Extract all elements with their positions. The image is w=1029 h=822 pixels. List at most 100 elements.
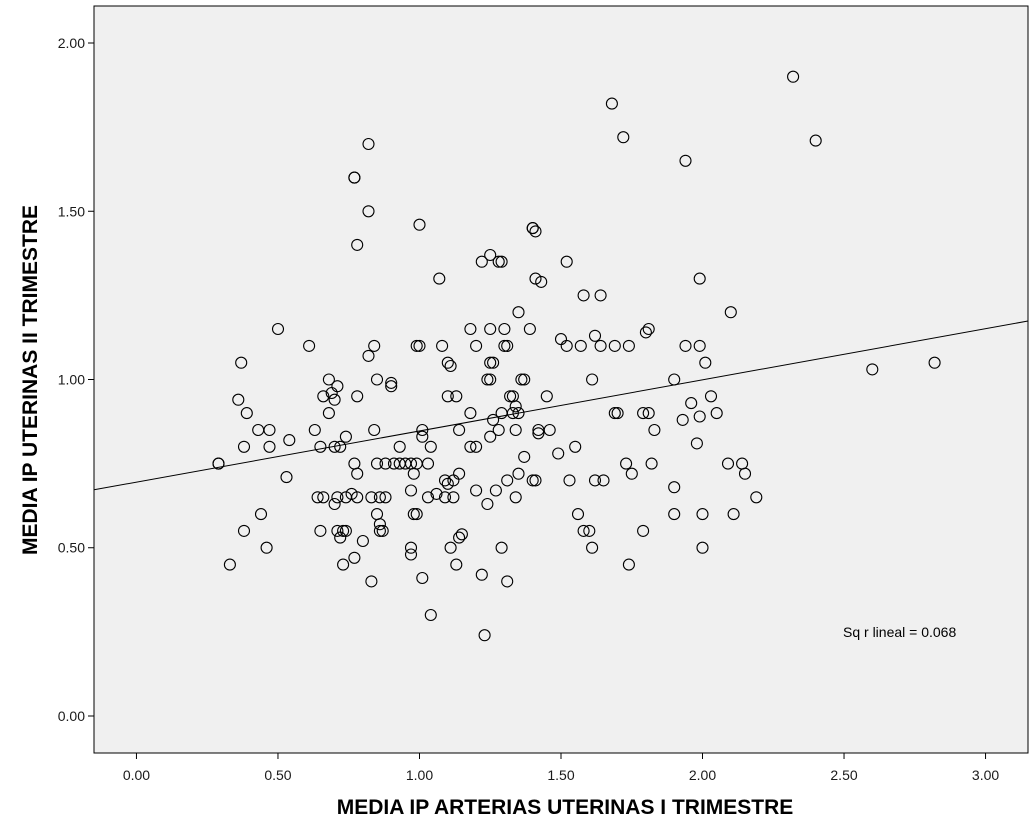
data-point [404, 548, 418, 561]
data-point [317, 390, 330, 403]
data-point [271, 322, 285, 336]
data-point [577, 524, 590, 537]
data-point [328, 440, 341, 453]
y-axis-title: MEDIA IP UTERINAS II TRIMESTRE [19, 205, 42, 555]
data-point [444, 359, 457, 373]
data-point [362, 205, 375, 218]
data-point [464, 322, 477, 336]
data-point [642, 407, 655, 420]
data-point [487, 413, 500, 426]
data-point [328, 393, 341, 406]
data-point [501, 339, 514, 352]
data-point [368, 423, 381, 437]
data-point [645, 457, 658, 470]
data-point [453, 423, 466, 437]
data-point [484, 356, 497, 369]
data-point [526, 222, 539, 235]
data-point [328, 497, 341, 511]
data-point [373, 518, 386, 531]
data-point [283, 434, 296, 447]
data-point [532, 427, 545, 440]
data-point [373, 524, 386, 537]
data-point [365, 575, 378, 588]
axis-ticks: 0.00 0.50 1.00 1.50 2.00 2.50 3.00 0.00 0.50 1.00… [58, 35, 1000, 783]
data-point [348, 551, 361, 564]
data-point [368, 339, 381, 352]
data-point [679, 339, 692, 352]
data-point [413, 218, 426, 231]
data-point [404, 484, 418, 497]
data-point [750, 491, 763, 504]
data-point [487, 356, 500, 369]
data-point [489, 484, 502, 497]
data-point [484, 322, 497, 336]
x-tick-label: 2.00 [689, 767, 716, 783]
data-point [495, 255, 508, 268]
data-point [620, 457, 633, 470]
data-point [365, 491, 378, 504]
data-point [331, 524, 344, 537]
data-point [370, 373, 384, 386]
x-tick-label: 3.00 [972, 767, 999, 783]
data-point [416, 430, 429, 443]
data-point [356, 534, 369, 548]
data-point [594, 289, 607, 302]
data-point [212, 457, 225, 470]
data-point [637, 524, 650, 537]
data-point [484, 430, 497, 443]
data-point [727, 508, 740, 521]
data-point [362, 137, 375, 151]
data-point [404, 541, 418, 554]
data-point [370, 457, 384, 470]
data-point [866, 363, 879, 376]
data-point [529, 272, 542, 285]
data-point [351, 491, 364, 504]
data-point [416, 571, 429, 585]
data-point [464, 407, 477, 420]
data-point [622, 339, 635, 352]
data-point [512, 306, 525, 319]
data-point [475, 255, 488, 268]
data-point [611, 407, 624, 420]
data-point [526, 474, 539, 487]
data-point [696, 508, 709, 521]
data-point [322, 407, 335, 420]
data-point [410, 339, 423, 352]
data-point [809, 134, 822, 147]
data-point [280, 471, 293, 484]
data-point [481, 497, 494, 511]
data-point [532, 423, 545, 437]
data-point [696, 541, 709, 554]
x-tick-label: 0.00 [123, 767, 150, 783]
data-point [515, 373, 528, 386]
data-point [447, 491, 460, 504]
data-point [416, 423, 429, 437]
data-point [501, 575, 514, 588]
data-point [393, 440, 406, 453]
data-point [334, 531, 347, 544]
data-point [441, 390, 454, 403]
data-point [424, 440, 437, 453]
data-point [693, 410, 706, 423]
data-point [679, 154, 692, 167]
data-point [348, 171, 361, 184]
data-point [424, 608, 437, 622]
data-point [588, 474, 602, 487]
data-point [608, 339, 621, 352]
data-point [441, 356, 454, 369]
data-point [337, 524, 350, 537]
data-point [512, 407, 525, 420]
data-point [362, 349, 375, 362]
data-point [586, 373, 599, 386]
data-point [738, 467, 752, 480]
fit-line-layer [93, 320, 1029, 491]
data-point [444, 541, 457, 554]
data-point [509, 400, 522, 413]
data-point [438, 474, 452, 487]
data-point [710, 407, 723, 420]
data-point [721, 457, 735, 470]
data-point [351, 390, 364, 403]
regression-line [93, 320, 1029, 491]
data-point [506, 407, 519, 420]
data-point [331, 491, 344, 504]
